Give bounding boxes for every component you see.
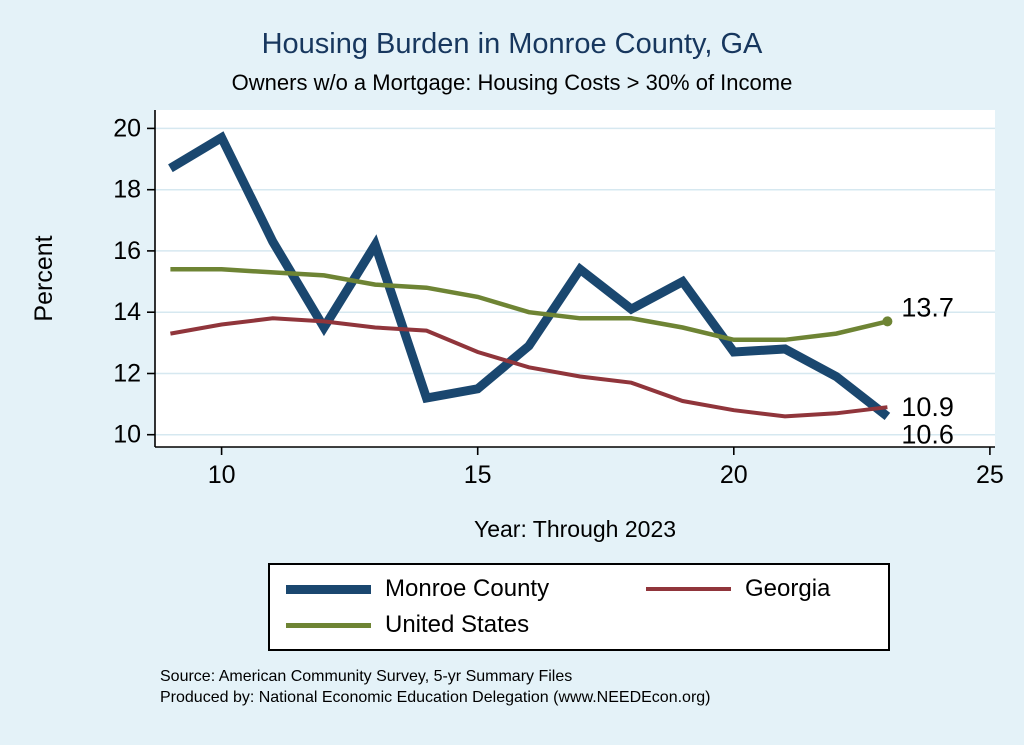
end-label-monroe-county: 10.6 bbox=[901, 419, 954, 449]
series-line-georgia bbox=[170, 316, 888, 419]
x-tick-label: 20 bbox=[720, 461, 748, 489]
x-axis-title: Year: Through 2023 bbox=[473, 516, 677, 542]
x-tick-label: 25 bbox=[976, 461, 1004, 489]
chart-title: Housing Burden in Monroe County, GA bbox=[261, 28, 763, 60]
legend: Monroe County Georgia United States bbox=[268, 563, 890, 651]
produced-by-line: Produced by: National Economic Education… bbox=[160, 689, 711, 706]
legend-item-monroe-county: Monroe County bbox=[286, 575, 646, 603]
legend-item-georgia: Georgia bbox=[646, 575, 872, 603]
y-tick-label: 20 bbox=[113, 114, 141, 142]
legend-label-monroe-county: Monroe County bbox=[385, 575, 550, 602]
legend-swatch-monroe-county bbox=[286, 584, 371, 594]
y-tick-label: 10 bbox=[113, 421, 141, 449]
series-line-monroe-county bbox=[168, 131, 891, 420]
end-label-united-states: 13.7 bbox=[901, 292, 954, 322]
chart-subtitle: Owners w/o a Mortgage: Housing Costs > 3… bbox=[231, 70, 793, 95]
end-label-georgia: 10.9 bbox=[901, 392, 954, 422]
x-tick-label: 15 bbox=[464, 461, 492, 489]
source-notes: Source: American Community Survey, 5-yr … bbox=[160, 666, 711, 708]
y-tick-label: 16 bbox=[113, 237, 141, 265]
legend-item-united-states: United States bbox=[286, 611, 646, 639]
y-tick-label: 18 bbox=[113, 176, 141, 204]
y-tick-label: 12 bbox=[113, 360, 141, 388]
legend-label-united-states: United States bbox=[385, 611, 530, 638]
y-tick-label: 14 bbox=[113, 298, 141, 326]
chart-plot: 10.610.9 13.7 10 12 14 16 18 20 10 15 20 25 Percent bbox=[30, 110, 1004, 489]
source-line: Source: American Community Survey, 5-yr … bbox=[160, 668, 573, 685]
legend-swatch-georgia bbox=[646, 587, 731, 591]
end-marker-united-states bbox=[882, 316, 893, 327]
legend-label-georgia: Georgia bbox=[745, 575, 831, 602]
series-line-united-states bbox=[170, 267, 888, 343]
y-axis-label: Percent bbox=[30, 235, 58, 321]
x-tick-label: 10 bbox=[208, 461, 236, 489]
legend-swatch-united-states bbox=[286, 622, 371, 628]
